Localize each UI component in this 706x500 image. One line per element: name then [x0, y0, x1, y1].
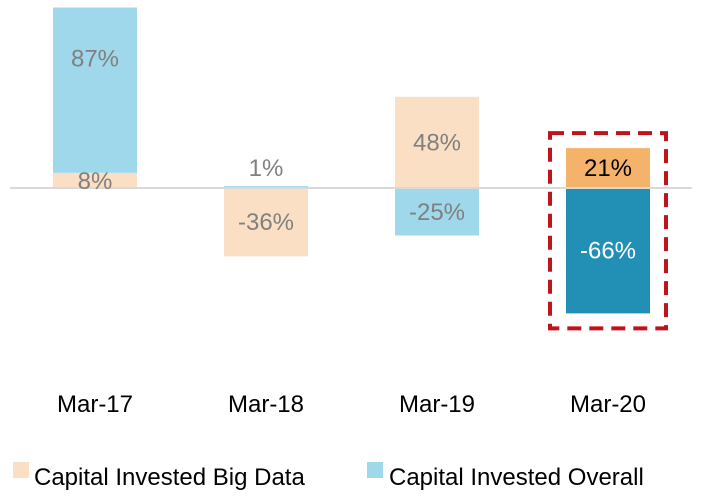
data-label-capital-invested-overall-mar-17: 87% [71, 46, 119, 73]
legend-label-big-data: Capital Invested Big Data [34, 464, 305, 491]
data-label-capital-invested-big-data-mar-19: 48% [413, 129, 461, 156]
legend-label-overall: Capital Invested Overall [389, 464, 644, 491]
bars-group [53, 7, 650, 314]
bar-capital-invested-overall-mar-19 [395, 188, 479, 236]
bar-capital-invested-big-data-mar-17 [53, 172, 137, 188]
data-label-capital-invested-big-data-mar-17: 8% [78, 168, 113, 195]
category-label-mar-18: Mar-18 [228, 391, 304, 418]
bar-capital-invested-big-data-mar-20 [566, 148, 650, 188]
data-labels-group: 8% 87% -36% 1% 48% -25% 21% -66% [71, 46, 636, 265]
category-label-mar-17: Mar-17 [57, 391, 133, 418]
category-label-mar-19: Mar-19 [399, 391, 475, 418]
bar-capital-invested-big-data-mar-19 [395, 96, 479, 188]
bar-capital-invested-overall-mar-17 [53, 7, 137, 173]
category-label-mar-20: Mar-20 [570, 391, 646, 418]
legend-swatch-big-data [13, 462, 29, 478]
data-label-capital-invested-overall-mar-18: 1% [249, 155, 284, 182]
highlight-box [548, 131, 668, 331]
data-label-capital-invested-overall-mar-19: -25% [409, 199, 465, 226]
bar-capital-invested-overall-mar-20 [566, 188, 650, 314]
legend: Capital Invested Big Data Capital Invest… [13, 462, 644, 491]
data-label-capital-invested-big-data-mar-20: 21% [584, 155, 632, 182]
data-label-capital-invested-overall-mar-20: -66% [580, 238, 636, 265]
legend-swatch-overall [367, 462, 383, 478]
data-label-capital-invested-big-data-mar-18: -36% [238, 209, 294, 236]
bar-capital-invested-big-data-mar-18 [224, 188, 308, 257]
category-labels-group: Mar-17 Mar-18 Mar-19 Mar-20 [57, 391, 646, 418]
